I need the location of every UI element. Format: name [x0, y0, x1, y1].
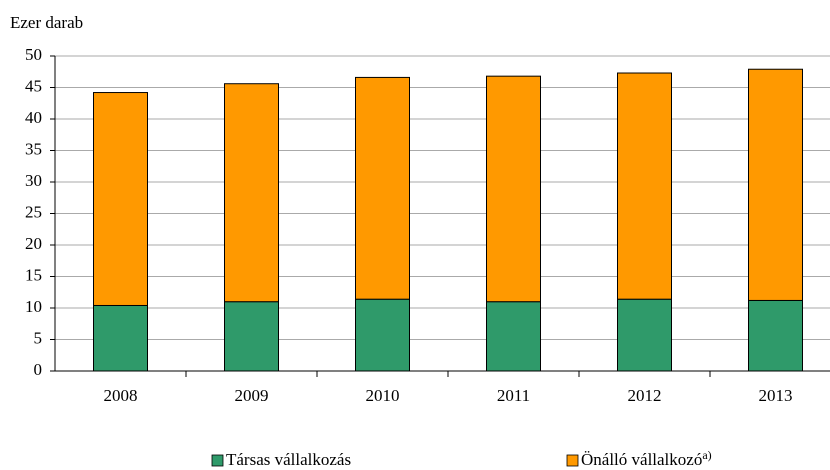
y-tick-label: 40	[25, 108, 42, 127]
x-tick-label: 2010	[366, 386, 400, 405]
y-tick-label: 30	[25, 171, 42, 190]
x-tick-label: 2013	[759, 386, 793, 405]
legend-label: Társas vállalkozás	[226, 450, 351, 469]
y-tick-label: 35	[25, 139, 42, 158]
y-tick-label: 50	[25, 45, 42, 64]
y-axis-label: Ezer darab	[10, 13, 83, 32]
x-tick-label: 2009	[235, 386, 269, 405]
x-tick-label: 2011	[497, 386, 530, 405]
legend-footnote: a)	[702, 448, 711, 462]
y-tick-label: 20	[25, 234, 42, 253]
bar-segment	[224, 301, 279, 372]
y-tick-label: 25	[25, 202, 42, 221]
legend-swatch	[566, 454, 579, 467]
bar-segment	[93, 92, 148, 306]
bar-segment	[748, 299, 803, 372]
legend-swatch	[211, 454, 224, 467]
bar-segment	[224, 83, 279, 303]
bar-segment	[486, 75, 541, 303]
x-tick-label: 2012	[628, 386, 662, 405]
bar-segment	[93, 304, 148, 372]
bar-segment	[486, 301, 541, 372]
legend-name: Önálló vállalkozó	[581, 450, 702, 469]
y-tick-label: 10	[25, 297, 42, 316]
legend-name: Társas vállalkozás	[226, 450, 351, 469]
bar-segment	[617, 72, 672, 300]
y-tick-label: 45	[25, 76, 42, 95]
legend-label: Önálló vállalkozóa)	[581, 448, 712, 469]
bar-segment	[355, 76, 410, 300]
bar-segment	[748, 68, 803, 301]
y-tick-label: 15	[25, 265, 42, 284]
x-tick-label: 2008	[104, 386, 138, 405]
y-tick-label: 0	[34, 360, 43, 379]
y-tick-label: 5	[34, 328, 43, 347]
bar-segment	[355, 298, 410, 372]
bar-segment	[617, 298, 672, 372]
